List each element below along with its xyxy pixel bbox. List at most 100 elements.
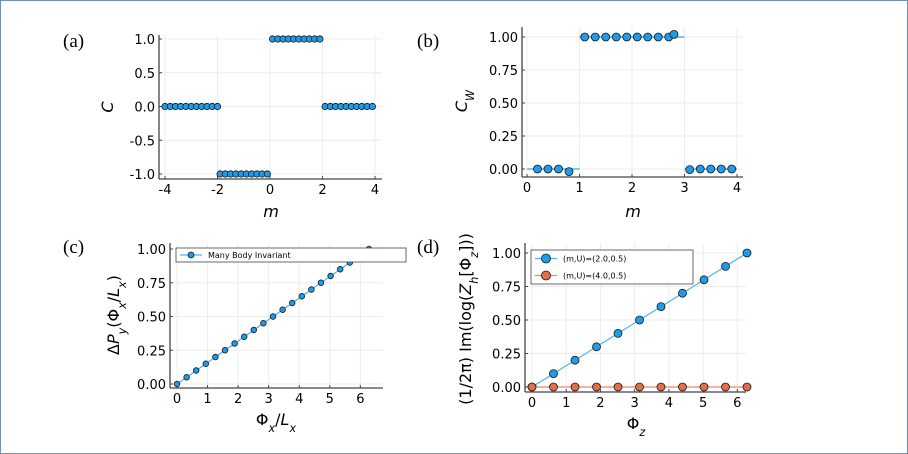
y-tick-label: 0.5	[134, 67, 155, 82]
x-tick-label: 2	[628, 181, 636, 196]
data-point	[533, 164, 542, 174]
x-tick-label: 6	[733, 396, 741, 411]
legend-entry: Many Body Invariant	[208, 251, 291, 260]
x-axis-label-part: /	[275, 410, 281, 429]
y-tick-label: 0.25	[492, 348, 521, 363]
y-tick-label: 0.75	[492, 281, 521, 296]
x-tick-label: 3	[631, 396, 639, 411]
y-axis-label-part: x	[116, 281, 129, 289]
data-point	[308, 286, 315, 293]
data-point	[564, 167, 574, 177]
data-point	[643, 32, 653, 42]
y-tick-label: 0.75	[137, 277, 166, 292]
data-point	[317, 279, 325, 286]
chart-panel-3: 0 1 2 3 4 5 60.000.250.500.751.00Φx/LxΔPy(Φx/L…	[63, 237, 407, 435]
legend-entry: (m,U)=(2.0,0.5)	[563, 255, 626, 264]
x-tick-label: 1	[203, 392, 211, 407]
data-point	[289, 299, 296, 307]
y-axis-label-part: y	[116, 327, 129, 335]
data-point	[685, 165, 695, 175]
panel-label: (d)	[417, 237, 439, 258]
data-point	[263, 170, 271, 178]
legend: (m,U)=(2.0,0.5) (m,U)=(4.0,0.5)	[530, 249, 694, 285]
panel-label: (c)	[63, 237, 84, 258]
x-axis-label: Φx/Lx	[256, 410, 297, 435]
data-point	[183, 374, 190, 381]
data-point	[173, 380, 181, 388]
x-tick-label: 3	[680, 181, 688, 196]
legend-marker	[541, 253, 551, 264]
x-axis-label-part: m	[625, 202, 641, 221]
y-tick-label: 0.00	[489, 163, 518, 178]
y-tick-label: 0.50	[489, 97, 518, 112]
y-tick-label: -1.0	[130, 168, 155, 183]
data-point	[250, 326, 257, 334]
x-tick-label: 3	[265, 392, 273, 407]
x-tick-label: 4	[371, 183, 379, 198]
data-point	[337, 266, 344, 273]
data-point	[327, 272, 334, 280]
data-point	[656, 382, 666, 392]
y-tick-label: 0.25	[489, 130, 518, 145]
x-tick-label: 2	[596, 396, 604, 411]
data-point	[592, 382, 601, 392]
data-point	[721, 382, 730, 392]
data-point	[368, 102, 376, 111]
legend-box	[530, 249, 694, 285]
panel-label: (b)	[417, 31, 439, 52]
legend-marker	[187, 251, 195, 259]
chart-panel-1: -4 -2 0 2 4 -1.0 -0.5 0.0 0.5 1.0 m C (a)	[63, 31, 382, 221]
y-axis-label: CW	[452, 89, 477, 112]
chart-panel-2: 0 1 2 3 4 0.00 0.25 0.50 0.75 1.00 m CW (b)	[417, 27, 743, 221]
data-point	[716, 164, 726, 174]
data-point	[635, 382, 644, 392]
data-point	[613, 328, 623, 338]
x-tick-label: 0	[523, 181, 531, 196]
y-axis-label: (1/2π) Im(log(Zh[Φz]))	[456, 233, 481, 405]
x-tick-label: 6	[356, 392, 364, 407]
legend: Many Body Invariant	[175, 247, 407, 263]
y-tick-label: 0.75	[489, 64, 518, 79]
data-point	[240, 333, 248, 340]
y-axis-label-part: P	[104, 334, 123, 344]
x-axis-label: m	[263, 202, 279, 221]
data-point	[706, 164, 716, 174]
data-point	[742, 382, 752, 392]
y-axis-label-part: z	[468, 251, 481, 259]
data-point	[590, 32, 600, 42]
data-point	[580, 32, 590, 42]
x-tick-label: -4	[159, 183, 172, 198]
x-tick-label: -2	[211, 183, 224, 198]
x-tick-label: 4	[733, 181, 741, 196]
data-point	[611, 32, 621, 42]
data-point	[212, 353, 219, 361]
x-tick-label: 5	[699, 396, 707, 411]
y-axis-label-part: Δ	[104, 344, 123, 355]
y-tick-label: 0.00	[137, 378, 166, 393]
legend-entry: (m,U)=(4.0,0.5)	[563, 272, 626, 281]
y-axis-label-part: W	[464, 89, 477, 101]
y-axis-label: C	[98, 101, 117, 113]
y-axis-label-part: [Φ	[456, 258, 475, 277]
x-axis-label-part: Φ	[256, 410, 269, 429]
x-axis-label-part: x	[288, 422, 296, 435]
x-tick-label: 4	[295, 392, 303, 407]
y-axis-label-part: C	[98, 101, 117, 113]
y-tick-label: 0.25	[137, 344, 166, 359]
data-point	[213, 102, 222, 111]
y-axis-label-part: x	[116, 302, 129, 310]
data-point	[678, 382, 687, 392]
data-point	[543, 164, 553, 174]
data-point	[570, 355, 580, 365]
data-point	[298, 293, 306, 300]
data-point	[316, 35, 324, 43]
data-point	[549, 382, 558, 392]
y-axis-label-part: ]))	[456, 233, 475, 252]
x-tick-label: 0	[173, 392, 181, 407]
data-point	[721, 261, 730, 271]
y-tick-label: 0.0	[134, 101, 155, 116]
data-point	[727, 164, 737, 174]
y-tick-label: 1.00	[492, 247, 521, 262]
